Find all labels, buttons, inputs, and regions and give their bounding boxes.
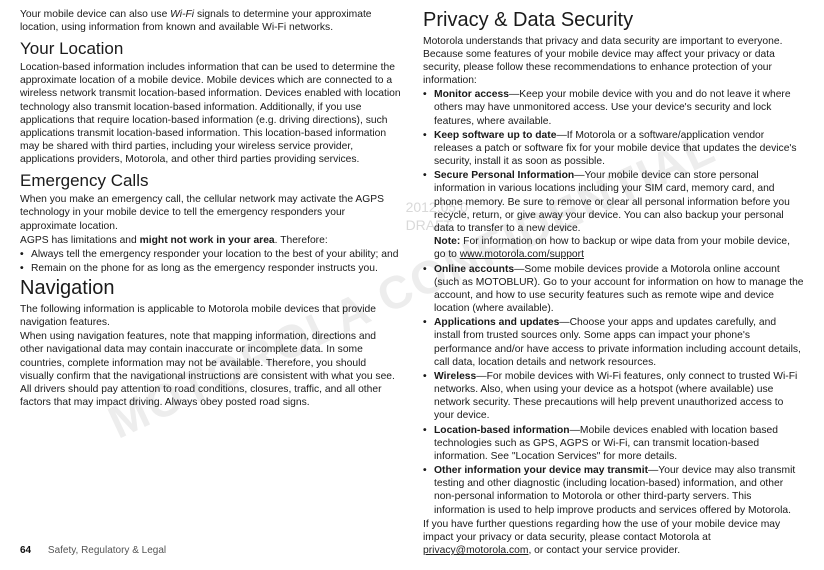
li3b: Secure Personal Information [434, 170, 574, 181]
closing-para: If you have further questions regarding … [423, 518, 804, 558]
ec-para2: AGPS has limitations and might not work … [20, 234, 401, 247]
li-monitor: Monitor access—Keep your mobile device w… [423, 88, 804, 128]
privacy-list: Monitor access—Keep your mobile device w… [423, 88, 804, 517]
your-location-para: Location-based information includes info… [20, 61, 401, 166]
li3nb: Note: [434, 236, 460, 247]
ec-p2b: might not work in your area [140, 235, 275, 246]
page-number: 64 [20, 545, 31, 556]
emergency-calls-heading: Emergency Calls [20, 170, 401, 192]
privacy-heading: Privacy & Data Security [423, 8, 804, 34]
page-columns: Your mobile device can also use Wi-Fi si… [20, 8, 804, 558]
page-footer: 64 Safety, Regulatory & Legal [20, 545, 166, 558]
left-column: Your mobile device can also use Wi-Fi si… [20, 8, 401, 558]
li3link: www.motorola.com/support [460, 249, 584, 260]
li5b: Applications and updates [434, 317, 559, 328]
li-software: Keep software up to date—If Motorola or … [423, 129, 804, 169]
ec-p2c: . Therefore: [275, 235, 328, 246]
ec-li1: Always tell the emergency responder your… [20, 248, 401, 261]
li4b: Online accounts [434, 264, 514, 275]
privacy-intro: Motorola understands that privacy and da… [423, 35, 804, 88]
ec-li2: Remain on the phone for as long as the e… [20, 262, 401, 275]
closing-link: privacy@motorola.com [423, 545, 528, 556]
li8b: Other information your device may transm… [434, 465, 648, 476]
ec-list: Always tell the emergency responder your… [20, 248, 401, 275]
li-secure: Secure Personal Information—Your mobile … [423, 169, 804, 261]
li-online: Online accounts—Some mobile devices prov… [423, 263, 804, 316]
nav-para1: The following information is applicable … [20, 303, 401, 329]
li1b: Monitor access [434, 89, 509, 100]
wifi-italic: Wi-Fi [170, 9, 194, 20]
li-wireless: Wireless—For mobile devices with Wi-Fi f… [423, 370, 804, 423]
li6b: Wireless [434, 371, 476, 382]
intro-para: Your mobile device can also use Wi-Fi si… [20, 8, 401, 34]
nav-para2: When using navigation features, note tha… [20, 330, 401, 409]
closing-b: , or contact your service provider. [528, 545, 680, 556]
ec-p2a: AGPS has limitations and [20, 235, 140, 246]
footer-section: Safety, Regulatory & Legal [48, 545, 166, 556]
ec-para1: When you make an emergency call, the cel… [20, 193, 401, 233]
right-column: Privacy & Data Security Motorola underst… [423, 8, 804, 558]
li7b: Location-based information [434, 425, 570, 436]
closing-a: If you have further questions regarding … [423, 519, 780, 543]
li-other: Other information your device may transm… [423, 464, 804, 517]
navigation-heading: Navigation [20, 276, 401, 302]
li-apps: Applications and updates—Choose your app… [423, 316, 804, 369]
li-location: Location-based information—Mobile device… [423, 424, 804, 464]
li2b: Keep software up to date [434, 130, 556, 141]
intro-a: Your mobile device can also use [20, 9, 170, 20]
your-location-heading: Your Location [20, 38, 401, 60]
li6t: —For mobile devices with Wi-Fi features,… [434, 371, 797, 422]
